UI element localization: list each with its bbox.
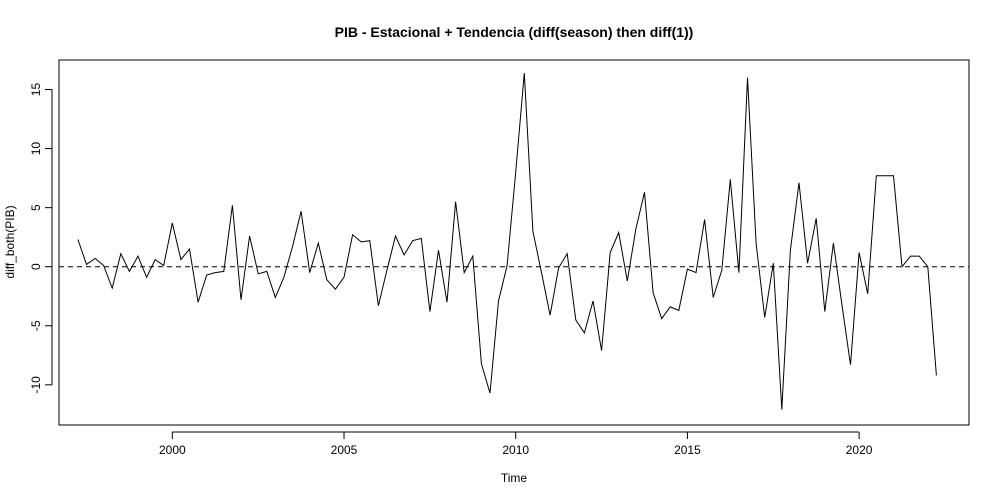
y-tick-label: 10 [29, 142, 43, 156]
x-axis-label: Time [501, 471, 528, 485]
y-tick-label: -5 [29, 320, 43, 331]
x-tick-label: 2020 [846, 443, 873, 457]
chart-title: PIB - Estacional + Tendencia (diff(seaso… [335, 24, 694, 40]
x-tick-label: 2010 [502, 443, 529, 457]
series-line [77, 72, 937, 410]
x-tick-label: 2005 [331, 443, 358, 457]
y-tick-label: -10 [29, 376, 43, 394]
y-axis: -10 -5 0 5 10 15 [29, 83, 53, 394]
y-axis-label: diff_both(PIB) [3, 205, 17, 278]
x-axis: 2000 2005 2010 2015 2020 [159, 431, 873, 457]
x-tick-label: 2000 [159, 443, 186, 457]
y-tick-label: 5 [29, 204, 43, 211]
y-tick-label: 0 [29, 263, 43, 270]
plot-frame [58, 59, 970, 426]
y-tick-label: 15 [29, 83, 43, 97]
x-tick-label: 2015 [674, 443, 701, 457]
